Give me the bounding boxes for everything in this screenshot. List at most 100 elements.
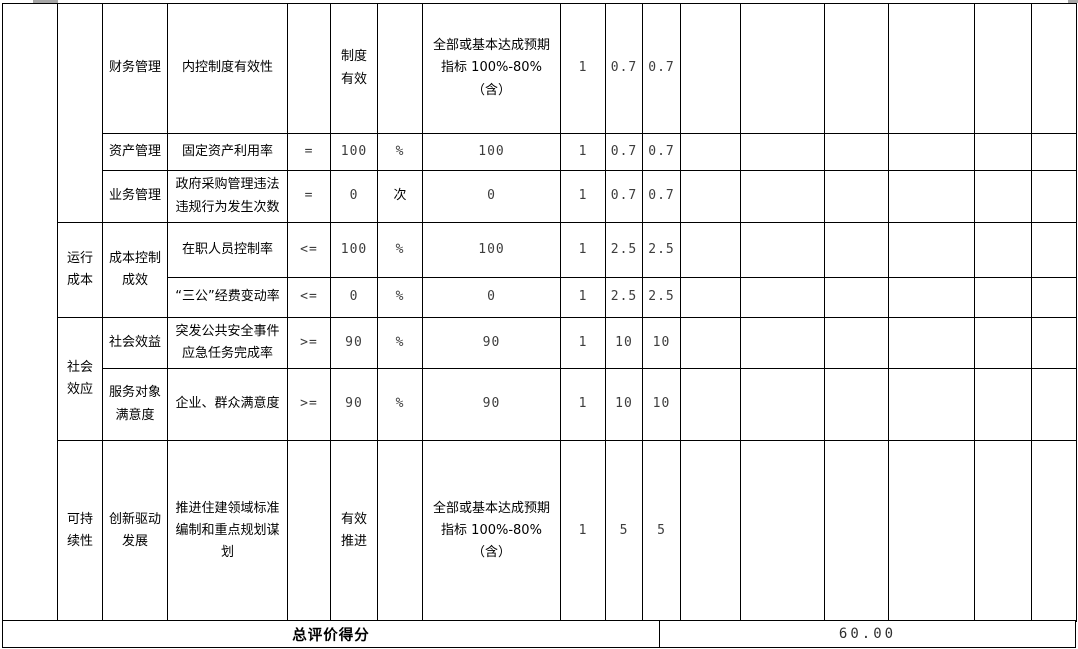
cell-empty: [1031, 222, 1077, 278]
cell-empty: [888, 317, 975, 369]
cell-indicator: 固定资产利用率: [167, 133, 288, 171]
cell-empty: [824, 277, 889, 318]
total-score-label: 总评价得分: [3, 621, 660, 647]
cell-empty: [680, 170, 741, 223]
cell-unit: [377, 440, 423, 622]
cell-weight: 1: [560, 440, 606, 622]
table-row: 可持续性 创新驱动发展 推进住建领域标准编制和重点规划谋划 有效推进 全部或基本…: [3, 440, 1077, 622]
cell-group: 服务对象满意度: [102, 368, 168, 441]
cell-score-a: 2.5: [605, 277, 643, 318]
cell-empty: [974, 440, 1032, 622]
table-row: 财务管理 内控制度有效性 制度有效 全部或基本达成预期指标 100%-80%（含…: [2, 3, 1077, 622]
cell-empty: [680, 277, 741, 318]
cell-empty: [680, 317, 741, 369]
cell-result: 90: [422, 368, 561, 441]
cell-score-b: 0.7: [642, 170, 681, 223]
cell-score-b: 2.5: [642, 222, 681, 278]
table-row: 资产管理 固定资产利用率 = 100 % 100 1 0.7 0.7: [3, 133, 1077, 171]
cell-result: 0: [422, 277, 561, 318]
cell-score-a: 2.5: [605, 222, 643, 278]
table-row: 服务对象满意度 企业、群众满意度 >= 90 % 90 1 10 10: [3, 368, 1077, 441]
cell-score-b: 5: [642, 440, 681, 622]
cell-empty: [740, 170, 825, 223]
cell-empty: [680, 3, 741, 134]
cell-score-b: 10: [642, 368, 681, 441]
cell-empty: [824, 3, 889, 134]
cell-empty: [680, 368, 741, 441]
cell-op: [287, 440, 331, 622]
cell-score-a: 5: [605, 440, 643, 622]
cell-group: 社会效益: [102, 317, 168, 369]
cell-empty: [1031, 170, 1077, 223]
cell-score-a: 0.7: [605, 3, 643, 134]
cell-indicator: 推进住建领域标准编制和重点规划谋划: [167, 440, 288, 622]
top-left-gray-artifact: [33, 0, 58, 3]
cell-weight: 1: [560, 133, 606, 171]
cell-category: 运行成本: [57, 222, 103, 318]
cell-group: 业务管理: [102, 170, 168, 223]
cell-target: 90: [330, 317, 378, 369]
cell-unit: %: [377, 277, 423, 318]
cell-empty: [740, 317, 825, 369]
cell-empty: [888, 3, 975, 134]
cell-score-a: 10: [605, 368, 643, 441]
cell-weight: 1: [560, 170, 606, 223]
cell-empty: [974, 277, 1032, 318]
cell-empty: [824, 440, 889, 622]
cell-unit: %: [377, 133, 423, 171]
cell-weight: 1: [560, 3, 606, 134]
cell-target: 0: [330, 170, 378, 223]
cell-target: 100: [330, 222, 378, 278]
cell-empty: [824, 368, 889, 441]
cell-empty: [824, 133, 889, 171]
cell-left-empty: [2, 3, 58, 622]
cell-empty: [974, 368, 1032, 441]
table-row: 运行成本 成本控制成效 在职人员控制率 <= 100 % 100 1 2.5 2…: [3, 222, 1077, 318]
cell-empty: [740, 368, 825, 441]
cell-indicator: 内控制度有效性: [167, 3, 288, 134]
cell-empty: [888, 133, 975, 171]
cell-score-b: 0.7: [642, 133, 681, 171]
cell-result: 100: [422, 133, 561, 171]
cell-score-a: 0.7: [605, 133, 643, 171]
cell-group: 创新驱动发展: [102, 440, 168, 622]
cell-indicator: 在职人员控制率: [167, 222, 288, 278]
cell-unit: %: [377, 222, 423, 278]
cell-unit: [377, 3, 423, 134]
cell-result: 全部或基本达成预期指标 100%-80%（含）: [422, 440, 561, 622]
cell-empty: [680, 133, 741, 171]
cell-score-b: 0.7: [642, 3, 681, 134]
cell-score-a: 10: [605, 317, 643, 369]
cell-category: 可持续性: [57, 440, 103, 622]
cell-empty: [1031, 440, 1077, 622]
cell-empty: [974, 3, 1032, 134]
cell-unit: 次: [377, 170, 423, 223]
cell-target: 有效推进: [330, 440, 378, 622]
cell-op: <=: [287, 222, 331, 278]
cell-group: 成本控制成效: [102, 222, 168, 318]
cell-empty: [1031, 3, 1077, 134]
cell-result: 全部或基本达成预期指标 100%-80%（含）: [422, 3, 561, 134]
cell-weight: 1: [560, 222, 606, 278]
cell-group: 财务管理: [102, 3, 168, 134]
cell-empty: [1031, 317, 1077, 369]
cell-score-b: 10: [642, 317, 681, 369]
cell-empty: [888, 277, 975, 318]
cell-empty: [824, 317, 889, 369]
cell-empty: [740, 3, 825, 134]
cell-result: 100: [422, 222, 561, 278]
cell-result: 0: [422, 170, 561, 223]
cell-category-empty: [57, 3, 103, 223]
cell-empty: [824, 170, 889, 223]
table-row: 社会效应 社会效益 突发公共安全事件应急任务完成率 >= 90 % 90 1 1…: [3, 317, 1077, 441]
cell-empty: [888, 222, 975, 278]
cell-empty: [974, 133, 1032, 171]
cell-target: 90: [330, 368, 378, 441]
cell-empty: [740, 440, 825, 622]
cell-weight: 1: [560, 317, 606, 369]
cell-empty: [974, 317, 1032, 369]
cell-category: 社会效应: [57, 317, 103, 441]
cell-empty: [888, 368, 975, 441]
cell-unit: %: [377, 317, 423, 369]
